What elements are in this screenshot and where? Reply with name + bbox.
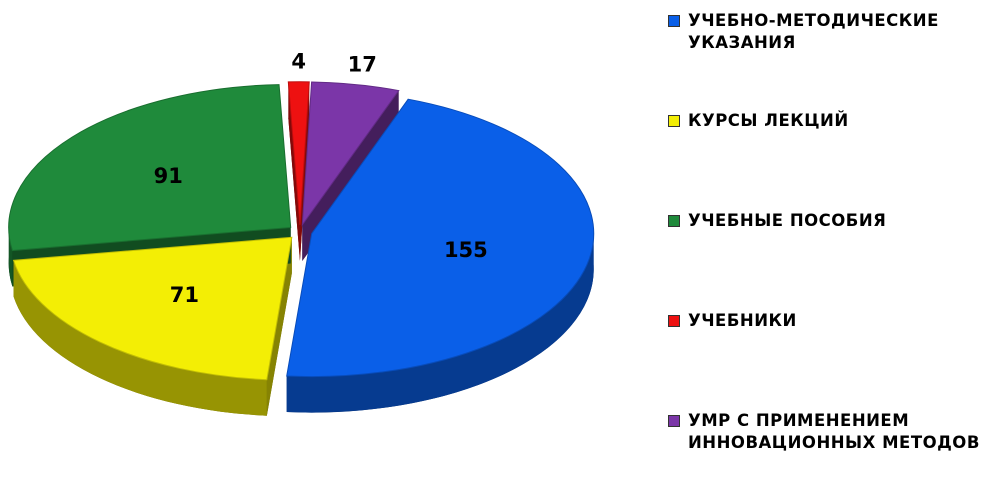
slice-side: [8, 227, 13, 287]
legend-item: УЧЕБНИКИ: [668, 310, 993, 332]
legend-item: КУРСЫ ЛЕКЦИЙ: [668, 110, 993, 132]
legend-swatch: [668, 415, 680, 427]
slice: [287, 81, 310, 225]
legend-label: УЧЕБНО-МЕТОДИЧЕСКИЕ УКАЗАНИЯ: [688, 11, 939, 52]
legend-item: УЧЕБНО-МЕТОДИЧЕСКИЕ УКАЗАНИЯ: [668, 10, 993, 54]
legend-label: УЧЕБНИКИ: [688, 311, 797, 330]
legend-swatch: [668, 215, 680, 227]
legend-swatch: [668, 15, 680, 27]
legend-label: КУРСЫ ЛЕКЦИЙ: [688, 111, 849, 130]
slice: [301, 81, 400, 227]
legend-label: УМР С ПРИМЕНЕНИЕМ ИННОВАЦИОННЫХ МЕТОДОВ: [688, 411, 980, 452]
slice: [12, 236, 293, 381]
data-label: 155: [444, 238, 488, 262]
slice-side: [13, 260, 267, 416]
legend-label: УЧЕБНЫЕ ПОСОБИЯ: [688, 211, 887, 230]
legend-item: УЧЕБНЫЕ ПОСОБИЯ: [668, 210, 993, 232]
data-label: 17: [348, 53, 377, 77]
legend-item: УМР С ПРИМЕНЕНИЕМ ИННОВАЦИОННЫХ МЕТОДОВ: [668, 410, 993, 454]
slice: [286, 98, 595, 378]
legend-swatch: [668, 315, 680, 327]
slice-wall: [299, 81, 310, 261]
data-label: 71: [170, 283, 199, 307]
data-label: 91: [154, 164, 183, 188]
slice-wall: [288, 81, 300, 261]
slice: [8, 84, 292, 252]
legend-swatch: [668, 115, 680, 127]
slice-wall: [266, 237, 292, 416]
data-label: 4: [291, 50, 306, 74]
